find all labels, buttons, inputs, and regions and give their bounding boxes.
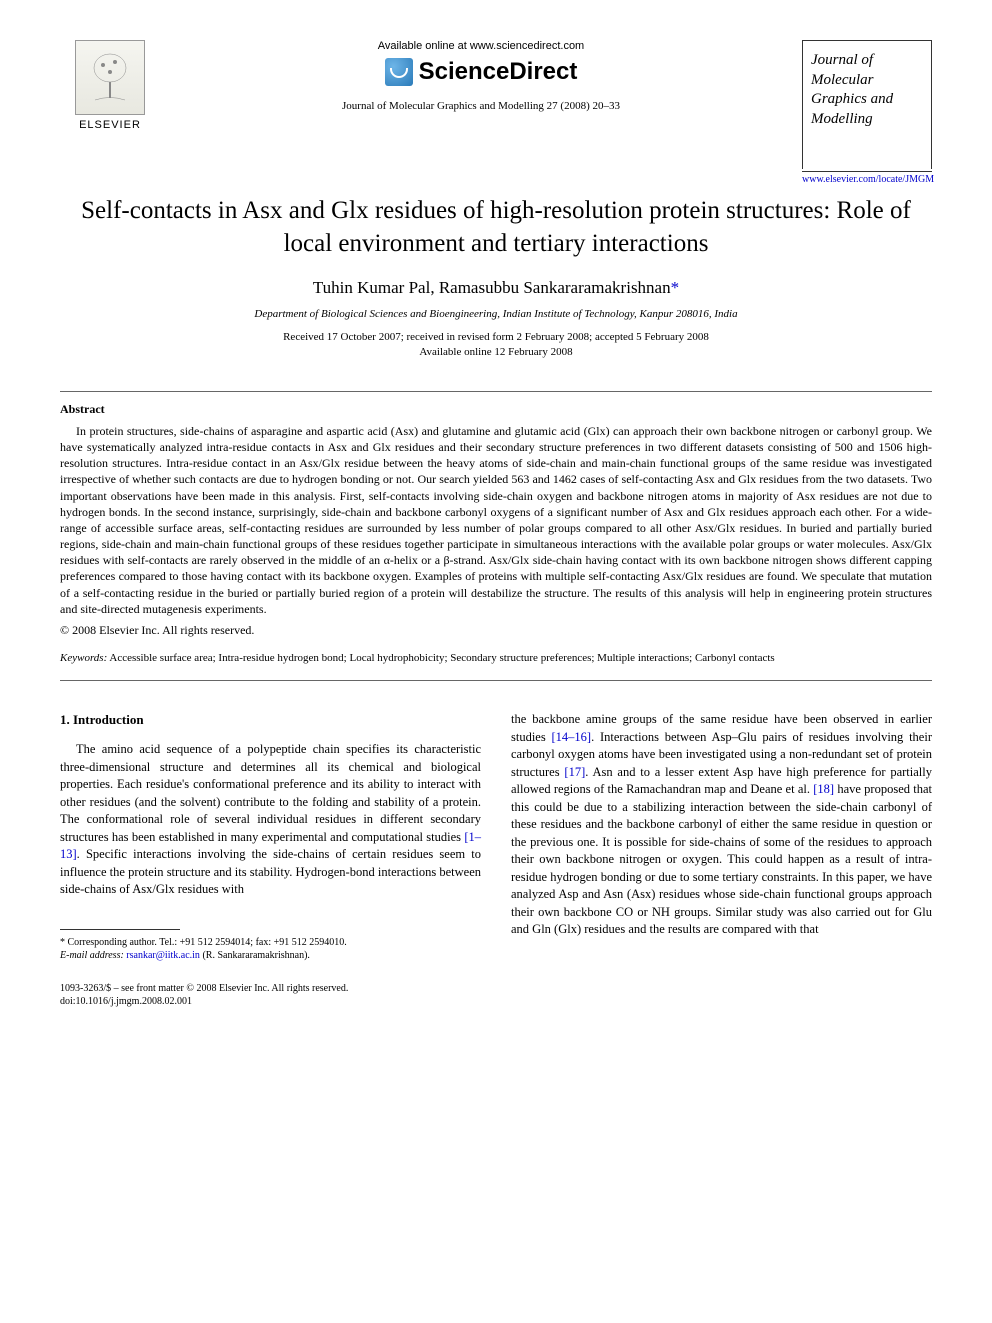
journal-reference: Journal of Molecular Graphics and Modell… <box>160 100 802 112</box>
footer-doi: doi:10.1016/j.jmgm.2008.02.001 <box>60 995 932 1008</box>
corresponding-footnote: * Corresponding author. Tel.: +91 512 25… <box>60 936 481 962</box>
keywords-label: Keywords: <box>60 652 107 664</box>
elsevier-tree-icon <box>75 40 145 115</box>
keywords-text: Accessible surface area; Intra-residue h… <box>107 652 774 664</box>
corresponding-mark: * <box>671 278 680 297</box>
authors: Tuhin Kumar Pal, Ramasubbu Sankararamakr… <box>60 278 932 298</box>
column-right: the backbone amine groups of the same re… <box>511 711 932 962</box>
reference-link[interactable]: [18] <box>813 782 834 796</box>
author-names: Tuhin Kumar Pal, Ramasubbu Sankararamakr… <box>313 278 671 297</box>
sciencedirect-text: ScienceDirect <box>419 58 578 86</box>
journal-title-line: Journal of <box>811 51 923 71</box>
intro-text: The amino acid sequence of a polypeptide… <box>60 742 481 844</box>
intro-text: have proposed that this could be due to … <box>511 782 932 936</box>
divider <box>60 680 932 681</box>
divider <box>60 391 932 392</box>
intro-paragraph-cont: the backbone amine groups of the same re… <box>511 711 932 939</box>
column-left: 1. Introduction The amino acid sequence … <box>60 711 481 962</box>
footnote-separator <box>60 929 180 930</box>
reference-link[interactable]: [14–16] <box>552 730 592 744</box>
intro-paragraph: The amino acid sequence of a polypeptide… <box>60 741 481 899</box>
journal-title-line: Modelling <box>811 110 923 130</box>
article-title: Self-contacts in Asx and Glx residues of… <box>60 195 932 260</box>
publisher-name: ELSEVIER <box>79 119 141 131</box>
footer-copyright: 1093-3263/$ – see front matter © 2008 El… <box>60 982 932 995</box>
available-online-text: Available online at www.sciencedirect.co… <box>160 40 802 52</box>
journal-title-line: Graphics and <box>811 90 923 110</box>
journal-url[interactable]: www.elsevier.com/locate/JMGM <box>802 171 932 185</box>
abstract-body: In protein structures, side-chains of as… <box>60 423 932 617</box>
journal-title-box: Journal of Molecular Graphics and Modell… <box>802 40 932 169</box>
sciencedirect-logo: ScienceDirect <box>160 58 802 86</box>
affiliation: Department of Biological Sciences and Bi… <box>60 308 932 320</box>
abstract-heading: Abstract <box>60 402 932 417</box>
email-link[interactable]: rsankar@iitk.ac.in <box>126 950 200 961</box>
footnote-email-line: E-mail address: rsankar@iitk.ac.in (R. S… <box>60 949 481 962</box>
sciencedirect-icon <box>385 58 413 86</box>
header-center: Available online at www.sciencedirect.co… <box>160 40 802 112</box>
keywords: Keywords: Accessible surface area; Intra… <box>60 652 932 664</box>
abstract-copyright: © 2008 Elsevier Inc. All rights reserved… <box>60 623 932 638</box>
body-columns: 1. Introduction The amino acid sequence … <box>60 711 932 962</box>
journal-title-line: Molecular <box>811 71 923 91</box>
dates-online: Available online 12 February 2008 <box>60 345 932 360</box>
publisher-logo: ELSEVIER <box>60 40 160 131</box>
header-right: Journal of Molecular Graphics and Modell… <box>802 40 932 185</box>
section-heading-intro: 1. Introduction <box>60 711 481 729</box>
footnote-tel: * Corresponding author. Tel.: +91 512 25… <box>60 936 481 949</box>
page-footer: 1093-3263/$ – see front matter © 2008 El… <box>60 982 932 1008</box>
article-dates: Received 17 October 2007; received in re… <box>60 330 932 361</box>
dates-received: Received 17 October 2007; received in re… <box>60 330 932 345</box>
header-row: ELSEVIER Available online at www.science… <box>60 40 932 185</box>
email-label: E-mail address: <box>60 950 126 961</box>
reference-link[interactable]: [17] <box>564 765 585 779</box>
email-suffix: (R. Sankararamakrishnan). <box>200 950 310 961</box>
intro-text: . Specific interactions involving the si… <box>60 847 481 896</box>
